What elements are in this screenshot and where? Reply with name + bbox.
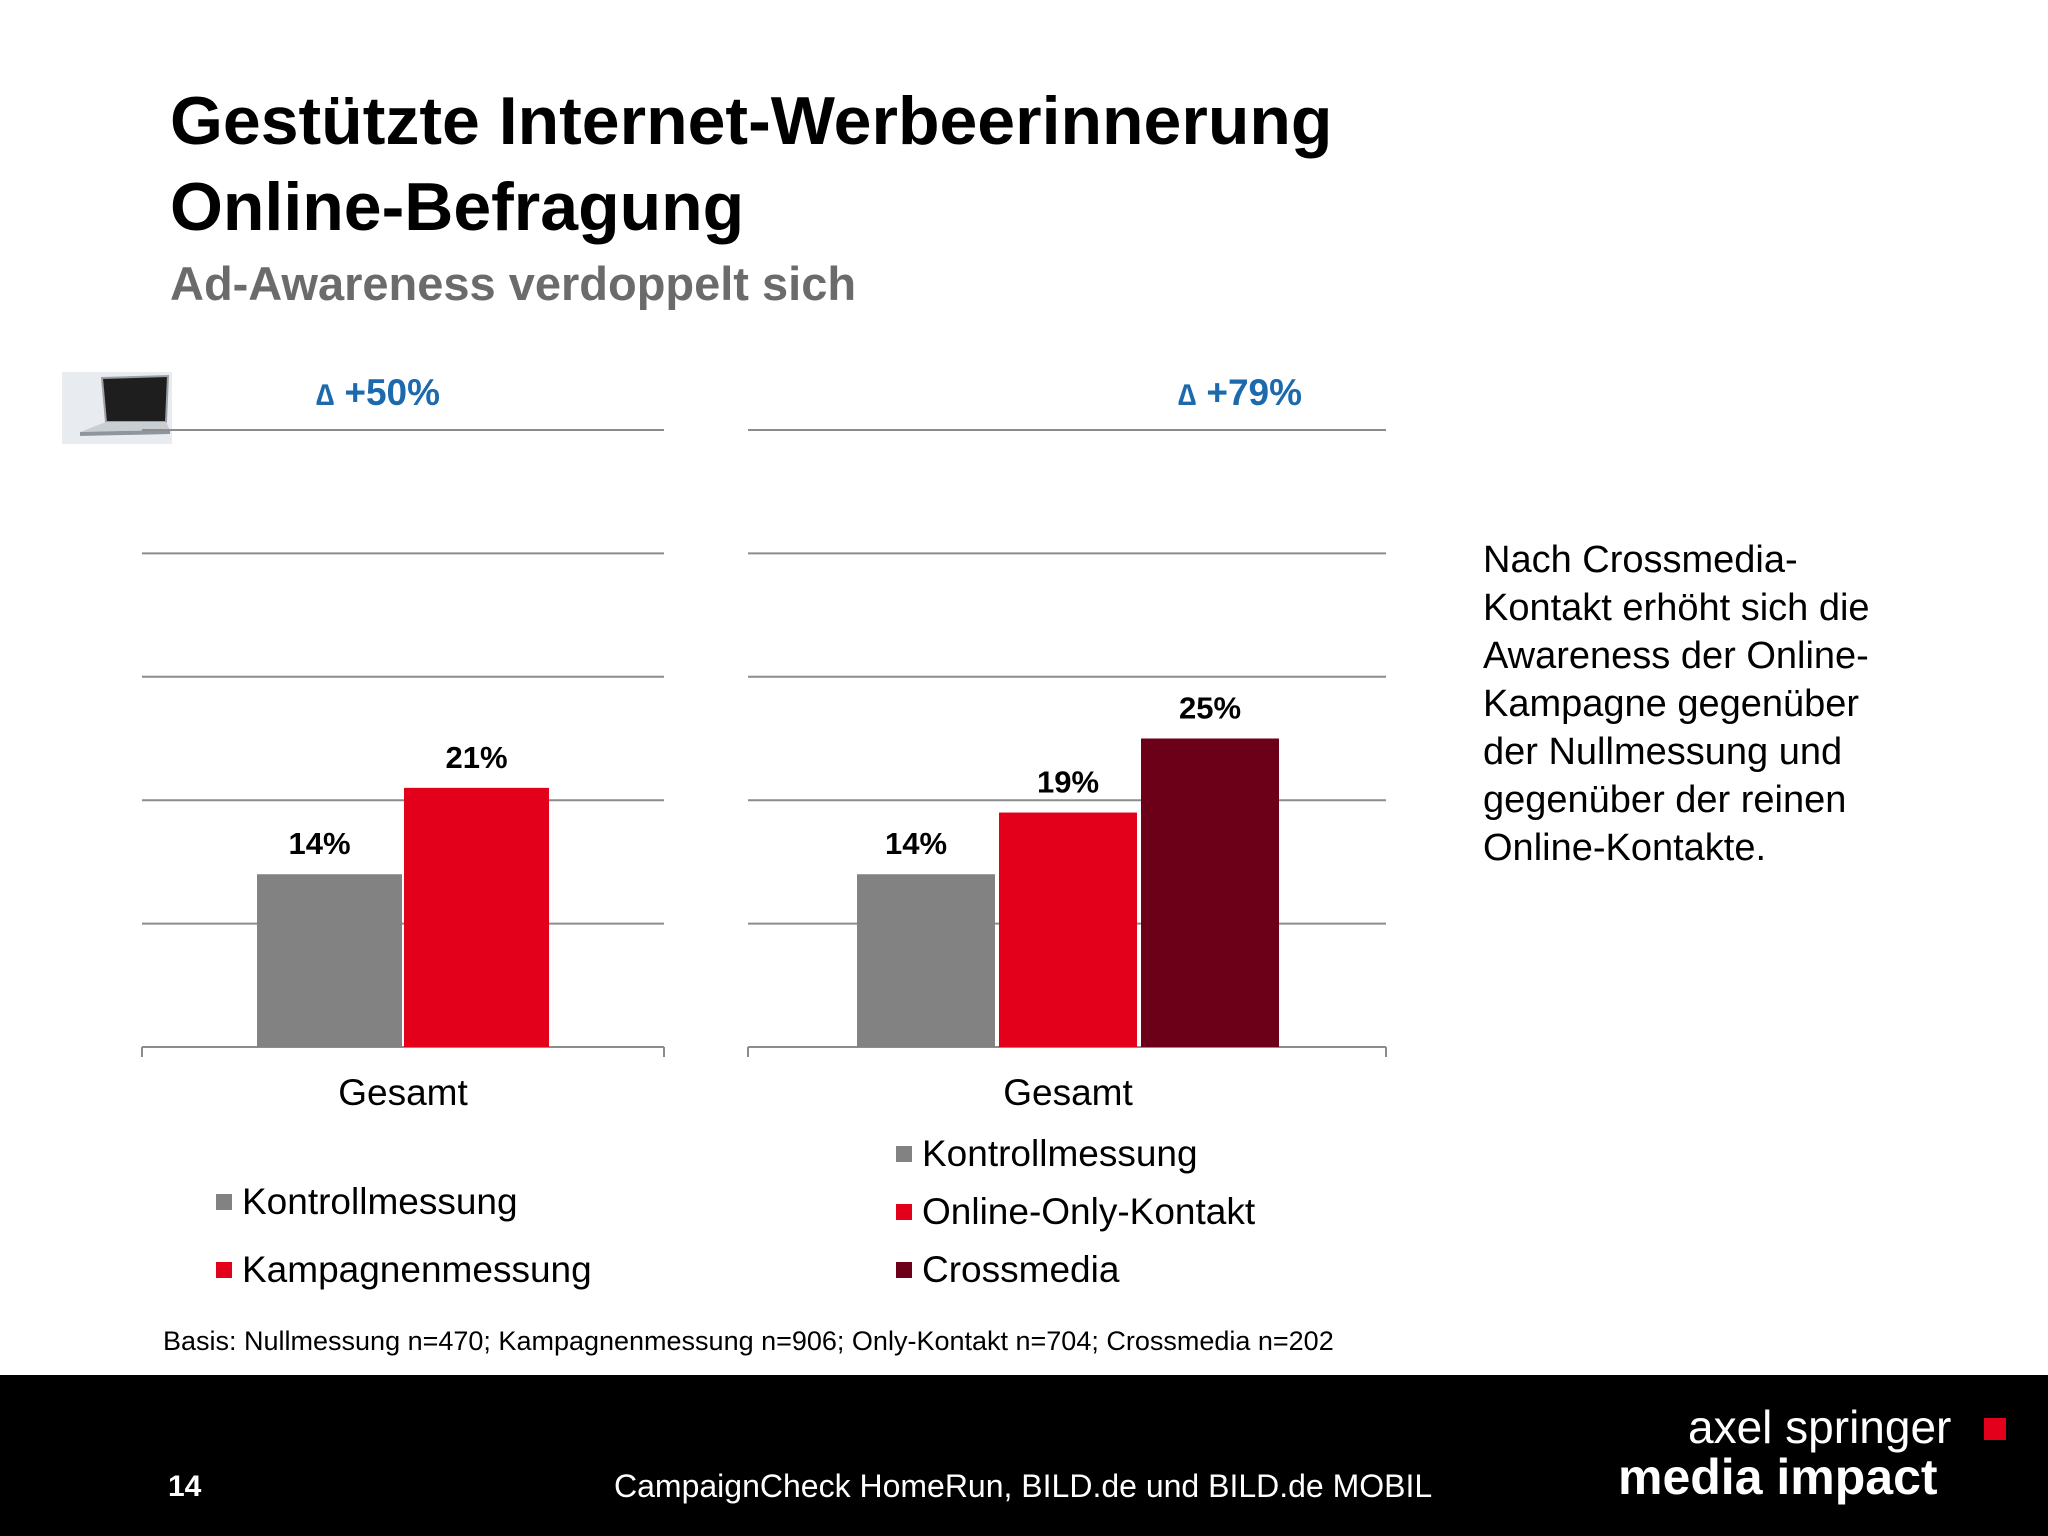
legend-item: Online-Only-Kontakt xyxy=(896,1183,1255,1241)
data-label: 14% xyxy=(288,826,350,861)
delta-symbol: ∆ xyxy=(1178,379,1197,412)
logo-square-icon xyxy=(1984,1418,2006,1440)
bar-kontrollmessung xyxy=(857,874,995,1047)
category-label: Gesamt xyxy=(1003,1072,1133,1113)
bar-crossmedia xyxy=(1141,738,1279,1047)
legend-label: Crossmedia xyxy=(922,1249,1120,1290)
delta-value: +79% xyxy=(1206,372,1303,413)
side-text: Nach Crossmedia-Kontakt erhöht sich die … xyxy=(1483,539,1870,869)
delta-symbol: ∆ xyxy=(316,379,335,412)
legend-label: Kontrollmessung xyxy=(242,1181,518,1222)
data-label: 25% xyxy=(1179,691,1241,726)
legend-label: Kampagnenmessung xyxy=(242,1249,592,1290)
laptop-icon xyxy=(62,372,172,444)
legend-label: Kontrollmessung xyxy=(922,1133,1198,1174)
legend-swatch xyxy=(896,1262,912,1278)
page-number: 14 xyxy=(168,1470,202,1503)
category-label: Gesamt xyxy=(338,1072,468,1113)
legend-item: Kontrollmessung xyxy=(216,1168,592,1236)
legend-swatch xyxy=(896,1204,912,1220)
legend-swatch xyxy=(896,1146,912,1162)
legend-label: Online-Only-Kontakt xyxy=(922,1191,1256,1232)
bar-charts: 14% 21% Gesamt 14% 19% 25% Gesamt xyxy=(141,429,1387,1113)
data-label: 14% xyxy=(885,826,947,861)
legend-swatch xyxy=(216,1262,232,1278)
legend-left: Kontrollmessung Kampagnenmessung xyxy=(216,1168,592,1304)
bar-kontrollmessung xyxy=(257,874,402,1047)
delta-value: +50% xyxy=(344,372,441,413)
legend-swatch xyxy=(216,1194,232,1210)
legend-item: Kampagnenmessung xyxy=(216,1236,592,1304)
legend-item: Kontrollmessung xyxy=(896,1125,1255,1183)
data-label: 21% xyxy=(445,740,507,775)
bar-online-only-kontakt xyxy=(999,812,1137,1047)
logo-axel-springer: axel springer xyxy=(1688,1401,1952,1453)
footer-bar: 14 CampaignCheck HomeRun, BILD.de und BI… xyxy=(0,1375,2048,1536)
bar-kampagnenmessung xyxy=(404,787,549,1047)
data-label: 19% xyxy=(1037,765,1099,800)
basis-footnote: Basis: Nullmessung n=470; Kampagnenmessu… xyxy=(163,1326,1334,1356)
slide-subtitle: Ad-Awareness verdoppelt sich xyxy=(170,257,857,310)
title-line-1: Gestützte Internet-Werbeerinnerung xyxy=(170,83,1333,159)
slide-title: Gestützte Internet-Werbeerinnerung Onlin… xyxy=(170,78,1332,250)
footer-text: CampaignCheck HomeRun, BILD.de und BILD.… xyxy=(614,1468,1433,1504)
title-line-2: Online-Befragung xyxy=(170,169,745,245)
legend-right: Kontrollmessung Online-Only-Kontakt Crossm… xyxy=(896,1125,1255,1299)
logo-media-impact: media impact xyxy=(1618,1449,1938,1505)
delta-annotation-left: ∆ +50% xyxy=(316,372,440,414)
delta-annotation-right: ∆ +79% xyxy=(1178,372,1302,414)
legend-item: Crossmedia xyxy=(896,1241,1255,1299)
